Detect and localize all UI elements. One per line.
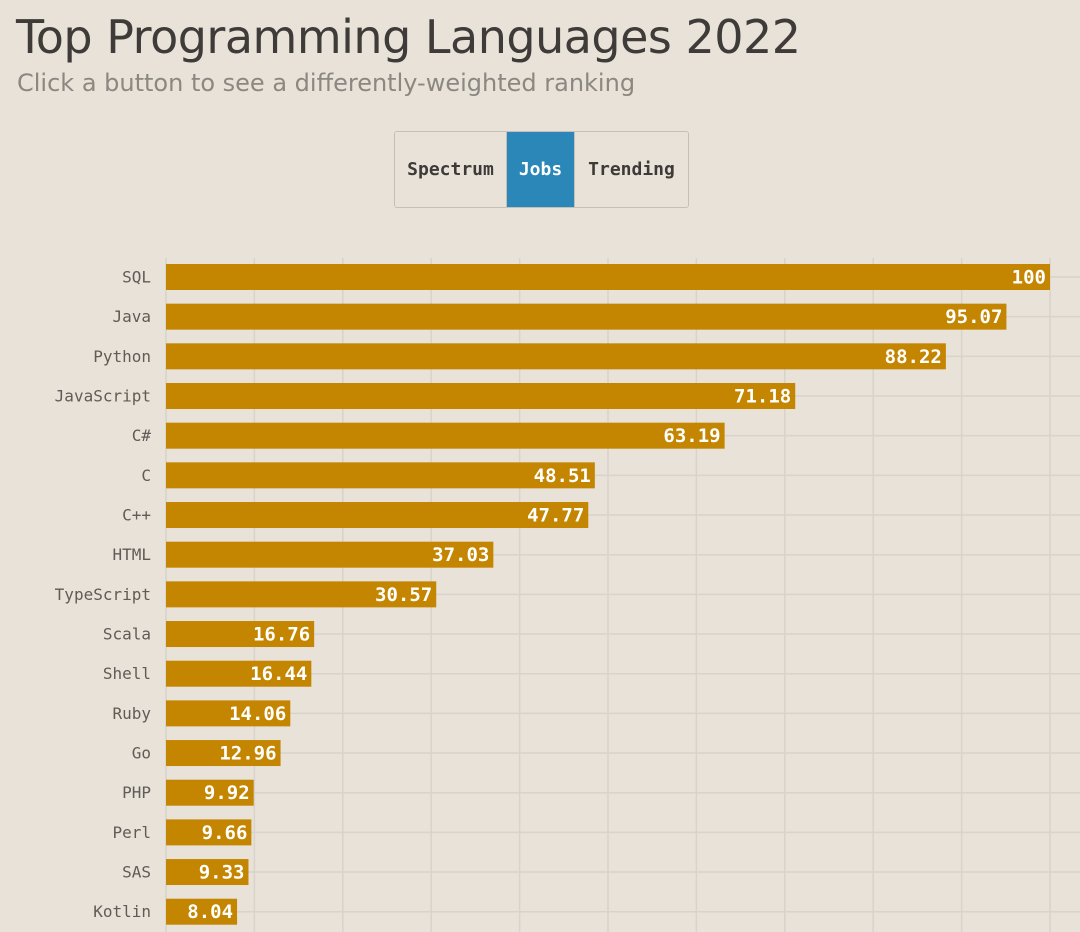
bar-csharp[interactable]	[166, 422, 725, 449]
category-label: PHP	[122, 783, 151, 802]
category-label: SAS	[122, 863, 151, 882]
category-label: TypeScript	[55, 585, 151, 604]
value-label: 16.76	[253, 624, 310, 646]
bar-python[interactable]	[166, 343, 946, 370]
value-label: 30.57	[375, 584, 432, 606]
ranking-toggle-group: Spectrum Jobs Trending	[394, 131, 689, 208]
bar-java[interactable]	[166, 303, 1007, 330]
value-label: 95.07	[945, 306, 1002, 328]
category-label: Go	[132, 744, 151, 763]
value-label: 100	[1012, 267, 1046, 289]
value-label: 9.92	[204, 782, 250, 804]
bar-sql[interactable]	[166, 264, 1050, 290]
value-label: 48.51	[534, 465, 591, 487]
category-label: C	[141, 466, 151, 485]
bar-cpp[interactable]	[166, 502, 589, 529]
bar-javascript[interactable]	[166, 383, 796, 410]
category-label: HTML	[112, 545, 151, 564]
bar-php[interactable]	[166, 779, 254, 806]
category-label: Kotlin	[93, 902, 151, 921]
value-label: 9.33	[199, 862, 245, 884]
value-label: 14.06	[229, 703, 286, 725]
category-label: Shell	[103, 664, 151, 683]
category-label: Perl	[112, 823, 151, 842]
value-label: 63.19	[663, 425, 720, 447]
bar-perl[interactable]	[166, 819, 252, 846]
value-label: 9.66	[202, 822, 248, 844]
value-label: 16.44	[250, 663, 307, 685]
spectrum-button[interactable]: Spectrum	[395, 132, 507, 207]
bar-typescript[interactable]	[166, 581, 437, 608]
page-subtitle: Click a button to see a differently-weig…	[17, 69, 636, 97]
chart-bars	[166, 264, 1050, 925]
bar-ruby[interactable]	[166, 700, 291, 727]
value-label: 8.04	[187, 901, 233, 923]
category-label: JavaScript	[55, 387, 151, 406]
category-label: Ruby	[112, 704, 151, 723]
value-label: 12.96	[219, 743, 276, 765]
category-label: Python	[93, 347, 151, 366]
value-label: 88.22	[885, 346, 942, 368]
category-label: C++	[122, 506, 151, 525]
bar-shell[interactable]	[166, 660, 312, 687]
bar-kotlin[interactable]	[166, 898, 238, 925]
value-label: 47.77	[527, 505, 584, 527]
category-label: Scala	[103, 625, 151, 644]
chart-category-labels: SQL Java Python JavaScript C# C C++ HTML TypeScr…	[55, 268, 152, 922]
bar-c[interactable]	[166, 462, 595, 489]
bar-go[interactable]	[166, 740, 281, 767]
jobs-button[interactable]: Jobs	[507, 132, 575, 207]
value-label: 37.03	[432, 544, 489, 566]
category-label: SQL	[122, 268, 151, 287]
category-label: Java	[112, 307, 151, 326]
value-label: 71.18	[734, 386, 791, 408]
bar-scala[interactable]	[166, 621, 315, 648]
page-title: Top Programming Languages 2022	[16, 10, 801, 64]
category-label: C#	[132, 426, 152, 445]
trending-button[interactable]: Trending	[575, 132, 688, 207]
bar-sas[interactable]	[166, 859, 249, 886]
bar-html[interactable]	[166, 541, 494, 568]
